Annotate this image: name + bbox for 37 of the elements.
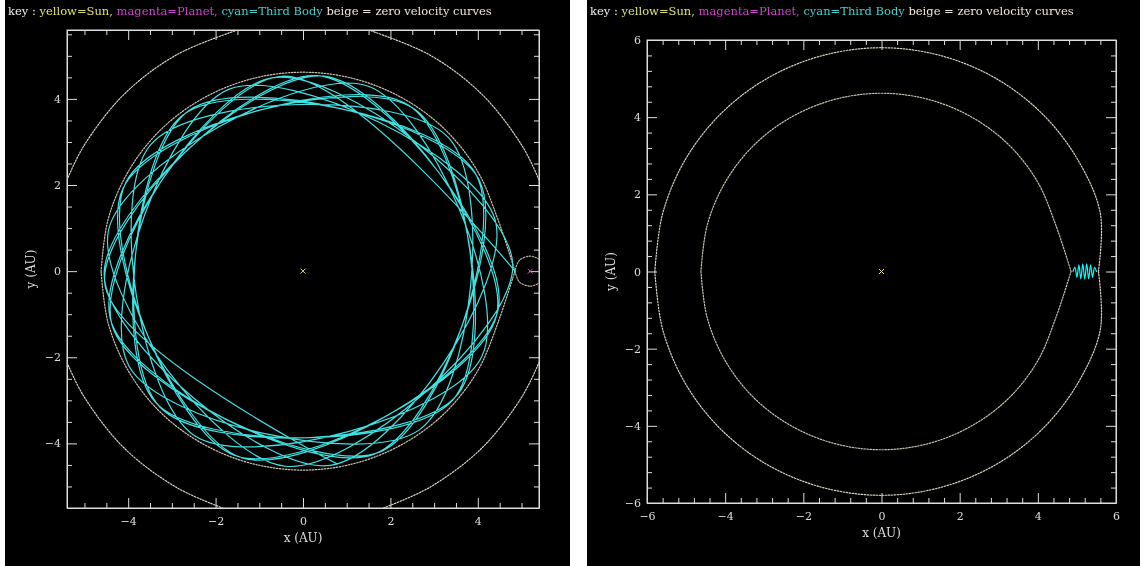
text: yellow=Sun,	[617, 4, 695, 18]
x-tick-label: −4	[717, 510, 734, 524]
y-tick-label: 0	[54, 265, 61, 279]
text: key :	[590, 4, 618, 18]
x-axis-title: x (AU)	[862, 526, 901, 540]
x-tick-label: 2	[387, 515, 395, 529]
text: yellow=Sun,	[35, 4, 113, 18]
x-tick-label: 2	[956, 510, 964, 524]
text: cyan=Third Body	[799, 4, 906, 18]
y-tick-label: −2	[624, 342, 641, 356]
text: magenta=Planet,	[112, 4, 218, 18]
x-tick-label: −2	[207, 515, 225, 529]
y-tick-label: −4	[624, 419, 641, 433]
x-axis-title: x (AU)	[283, 531, 323, 545]
y-tick-label: −4	[44, 437, 61, 451]
y-tick-label: 4	[634, 111, 641, 125]
x-tick-label: 0	[300, 515, 307, 529]
text: beige = zero velocity curves	[904, 4, 1074, 18]
y-tick-label: −2	[44, 351, 61, 365]
y-tick-label: 6	[634, 34, 641, 48]
y-tick-label: 0	[634, 265, 641, 279]
x-tick-label: 4	[1034, 510, 1042, 524]
y-tick-label: 4	[54, 92, 61, 106]
x-tick-label: 6	[1113, 510, 1120, 524]
y-tick-label: 2	[634, 188, 641, 202]
y-axis-title: y (AU)	[24, 249, 38, 290]
x-tick-label: −4	[120, 515, 137, 529]
text: cyan=Third Body	[217, 4, 324, 18]
x-tick-label: −2	[795, 510, 812, 524]
x-tick-label: 4	[474, 515, 482, 529]
text: magenta=Planet,	[694, 4, 800, 18]
y-tick-label: −6	[624, 497, 641, 511]
text: beige = zero velocity curves	[322, 4, 492, 18]
text: key :	[8, 4, 36, 18]
y-tick-label: 2	[54, 179, 61, 193]
x-tick-label: 0	[878, 510, 886, 524]
y-axis-title: y (AU)	[604, 252, 618, 292]
